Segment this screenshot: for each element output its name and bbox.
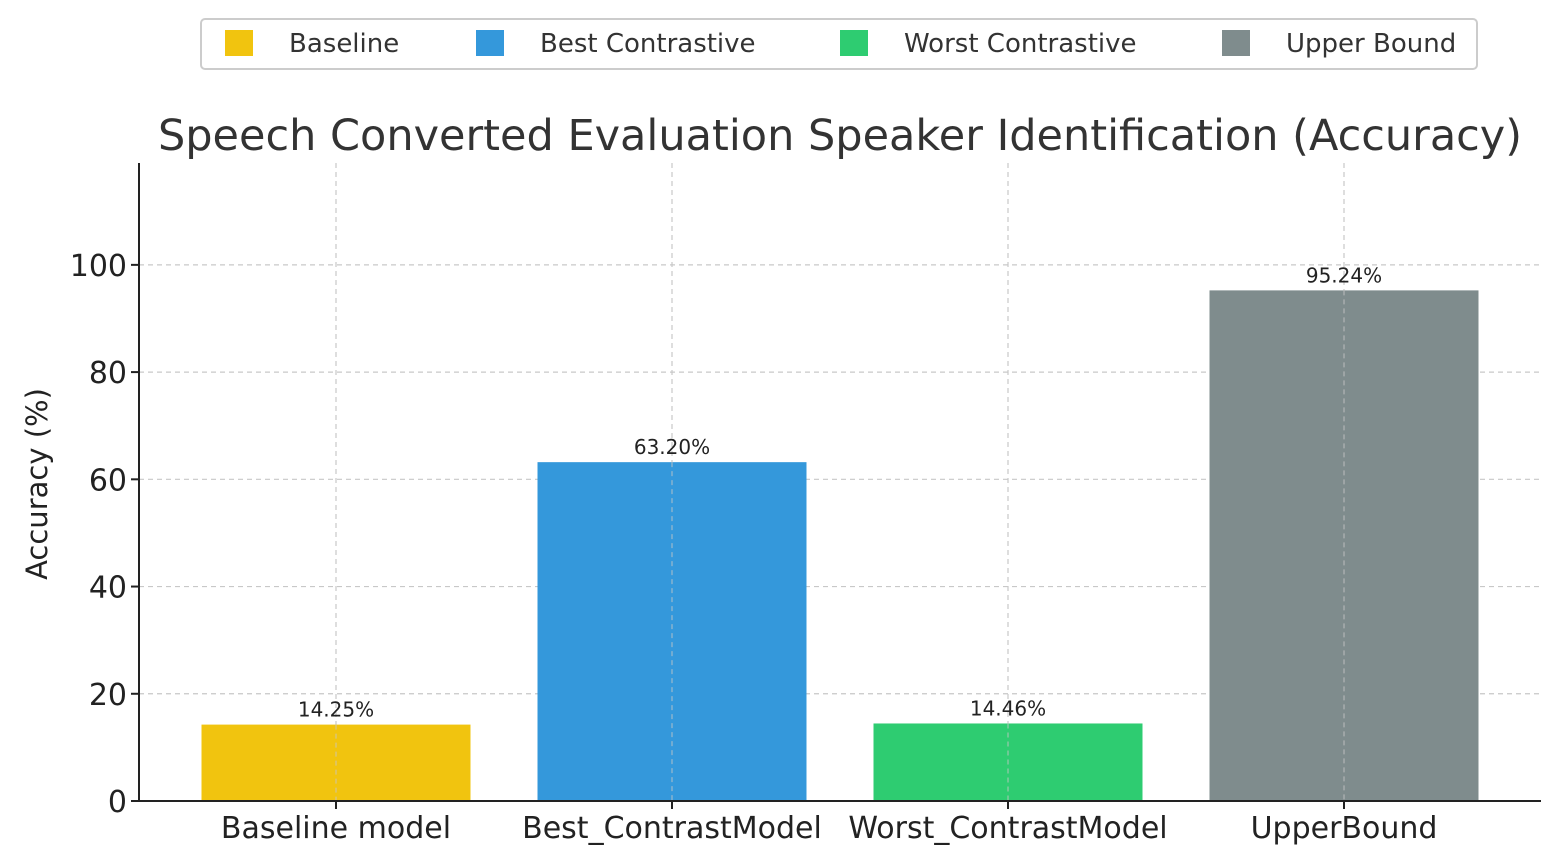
x-tick-label: Worst_ContrastModel <box>848 811 1167 846</box>
y-tick-label: 40 <box>89 571 127 606</box>
y-tick-label: 60 <box>89 463 127 498</box>
x-tick-label: Best_ContrastModel <box>522 811 822 846</box>
legend-swatch <box>1222 30 1250 56</box>
legend-label: Upper Bound <box>1286 29 1456 59</box>
bar-value-label: 95.24% <box>1306 263 1382 287</box>
legend-frame <box>200 18 1478 70</box>
x-axis-ticks: Baseline model Best_ContrastModel Worst_Co… <box>221 801 1438 846</box>
x-tick-label: Baseline model <box>221 811 451 846</box>
y-axis-ticks: 0 20 40 60 80 100 <box>70 249 139 820</box>
legend-label: Baseline <box>289 29 399 59</box>
bars <box>201 290 1479 801</box>
y-tick-label: 0 <box>108 785 127 820</box>
y-tick-label: 100 <box>70 249 127 284</box>
x-tick-label: UpperBound <box>1251 811 1438 846</box>
legend: Baseline Best Contrastive Worst Contrastiv… <box>200 18 1478 70</box>
legend-label: Best Contrastive <box>540 29 756 59</box>
chart-title: Speech Converted Evaluation Speaker Iden… <box>158 111 1522 161</box>
bar-value-label: 14.25% <box>298 698 374 722</box>
legend-label: Worst Contrastive <box>904 29 1137 59</box>
bar-value-labels: 14.25% 63.20% 14.46% 95.24% <box>298 263 1382 721</box>
legend-swatch <box>225 30 253 56</box>
legend-swatch <box>476 30 504 56</box>
y-tick-label: 20 <box>89 678 127 713</box>
bar-value-label: 14.46% <box>970 696 1046 720</box>
y-axis-label: Accuracy (%) <box>20 388 54 580</box>
bar-value-label: 63.20% <box>634 435 710 459</box>
legend-swatch <box>840 30 868 56</box>
y-tick-label: 80 <box>89 356 127 391</box>
